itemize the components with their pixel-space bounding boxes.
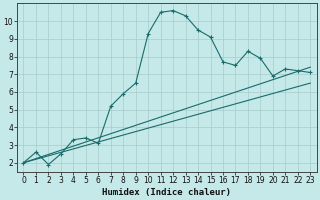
X-axis label: Humidex (Indice chaleur): Humidex (Indice chaleur) <box>102 188 231 197</box>
